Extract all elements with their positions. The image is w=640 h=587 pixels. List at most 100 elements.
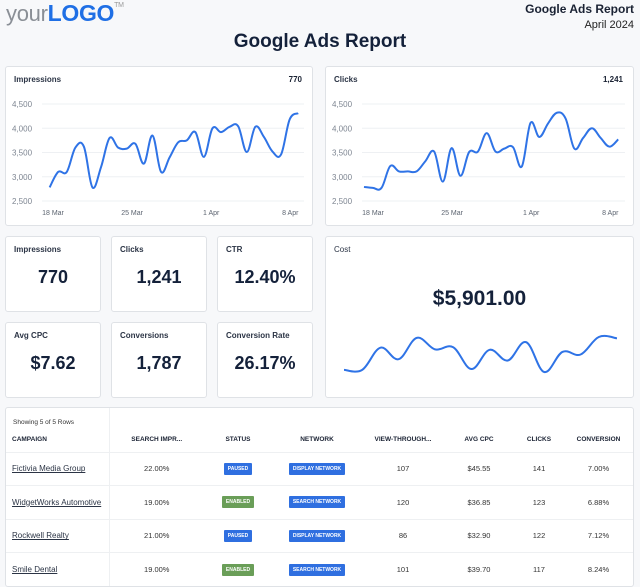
cell-search-impr: 19.00% [109,552,204,586]
cell-network: SEARCH NETWORK [272,485,362,519]
cell-view-through: 107 [362,451,444,486]
series-line [363,111,619,191]
kpi-conversions: Conversions 1,787 [111,322,207,398]
report-name: Google Ads Report [525,2,634,16]
kpi-label: CTR [226,245,243,254]
impressions-chart-card: Impressions 770 4,500 4,000 3,500 3,000 2,50… [5,66,313,226]
cell-view-through: 86 [362,518,444,553]
table-row: Smile Dental 19.00% ENABLED SEARCH NETWO… [6,552,633,586]
y-tick-label: 3,000 [332,173,353,182]
status-badge: PAUSED [223,529,253,542]
cell-search-impr: 19.00% [109,485,204,519]
y-tick-label: 3,000 [12,173,33,182]
cell-clicks: 141 [514,451,564,486]
cell-network: DISPLAY NETWORK [272,451,362,486]
kpi-label: Impressions [14,245,62,254]
network-badge: SEARCH NETWORK [288,563,346,576]
campaign-table: CAMPAIGN SEARCH IMPR... STATUS NETWORK V… [6,408,633,586]
cost-sparkline [343,334,618,374]
status-badge: ENABLED [221,563,255,576]
kpi-avg-cpc: Avg CPC $7.62 [5,322,101,398]
cell-clicks: 123 [514,485,564,519]
cell-clicks: 117 [514,552,564,586]
cell-clicks: 122 [514,518,564,553]
cell-status: PAUSED [204,518,272,553]
y-tick-label: 2,500 [12,197,33,206]
cell-avg-cpc: $36.85 [444,485,514,519]
x-tick-label: 8 Apr [282,210,299,217]
chart-total: 1,241 [602,75,623,84]
cell-status: PAUSED [204,451,272,486]
cell-network: DISPLAY NETWORK [272,518,362,553]
chart-total: 770 [288,75,302,84]
cell-view-through: 101 [362,552,444,586]
cost-card: Cost $5,901.00 [325,236,634,398]
col-network[interactable]: NETWORK [300,435,334,443]
series-line [48,112,299,189]
cell-conversion: 6.88% [564,485,633,519]
cell-avg-cpc: $39.70 [444,552,514,586]
campaign-table-card: Showing 5 of 5 Rows CAMPAIGN SEARCH IMPR… [5,407,634,587]
cell-conversion: 8.24% [564,552,633,586]
campaign-link[interactable]: Smile Dental [12,565,58,574]
col-clicks[interactable]: CLICKS [526,435,552,443]
kpi-ctr: CTR 12.40% [217,236,313,312]
table-row: Rockwell Realty 21.00% PAUSED DISPLAY NE… [6,518,633,553]
kpi-value: 12.40% [234,267,296,287]
sparkline-path [343,334,618,374]
network-badge: DISPLAY NETWORK [288,529,346,542]
col-avg-cpc[interactable]: AVG CPC [464,435,494,443]
col-conversion[interactable]: CONVERSION [576,435,621,443]
cell-search-impr: 22.00% [109,451,204,486]
col-campaign[interactable]: CAMPAIGN [6,408,110,452]
cell-campaign: WidgetWorks Automotive [6,485,110,519]
col-view-through[interactable]: VIEW-THROUGH... [374,435,432,443]
cell-avg-cpc: $45.55 [444,451,514,486]
kpi-clicks: Clicks 1,241 [111,236,207,312]
clicks-chart-card: Clicks 1,241 4,500 4,000 3,500 3,000 2,500 18… [325,66,634,226]
cell-network: SEARCH NETWORK [272,552,362,586]
y-tick-label: 4,000 [332,124,353,133]
table-row: WidgetWorks Automotive 19.00% ENABLED SE… [6,485,633,519]
campaign-link[interactable]: Rockwell Realty [12,531,69,541]
cell-status: ENABLED [204,552,272,586]
cell-campaign: Fictivia Media Group [6,451,110,486]
status-badge: ENABLED [221,496,255,509]
y-tick-label: 4,000 [12,124,33,133]
col-search-impr[interactable]: SEARCH IMPR... [131,435,183,443]
x-tick-label: 8 Apr [602,210,619,217]
kpi-conversion-rate: Conversion Rate 26.17% [217,322,313,398]
cell-campaign: Rockwell Realty [6,518,110,553]
kpi-label: Conversion Rate [226,331,290,340]
cell-conversion: 7.12% [564,518,633,553]
kpi-value: 1,241 [136,267,182,287]
x-tick-label: 1 Apr [203,210,220,217]
y-tick-label: 4,500 [12,100,33,109]
kpi-label: Avg CPC [14,331,48,340]
status-badge: PAUSED [223,462,253,475]
y-tick-label: 2,500 [332,197,353,206]
cell-search-impr: 21.00% [109,518,204,553]
kpi-value: 26.17% [234,353,296,373]
report-date: April 2024 [584,19,634,31]
line-chart: 4,500 4,000 3,500 3,000 2,500 18 Mar 25 Mar 1 A… [332,100,625,217]
kpi-value: $7.62 [30,353,76,373]
logo: yourLOGOTM [6,0,124,26]
y-tick-label: 3,500 [332,149,353,158]
kpi-value: 770 [37,267,69,287]
chart-title: Impressions [14,75,62,84]
cell-view-through: 120 [362,485,444,519]
x-tick-label: 18 Mar [42,210,64,217]
x-tick-label: 1 Apr [523,210,540,217]
table-header: CAMPAIGN SEARCH IMPR... STATUS NETWORK V… [6,408,633,452]
campaign-link[interactable]: WidgetWorks Automotive [12,497,102,507]
cell-conversion: 7.00% [564,451,633,486]
cell-avg-cpc: $32.90 [444,518,514,553]
kpi-value: 1,787 [136,353,182,373]
col-status[interactable]: STATUS [225,435,251,443]
x-tick-label: 18 Mar [362,210,384,217]
network-badge: SEARCH NETWORK [288,496,346,509]
cell-campaign: Smile Dental [6,552,110,586]
x-tick-label: 25 Mar [441,210,463,217]
campaign-link[interactable]: Fictivia Media Group [12,464,86,474]
